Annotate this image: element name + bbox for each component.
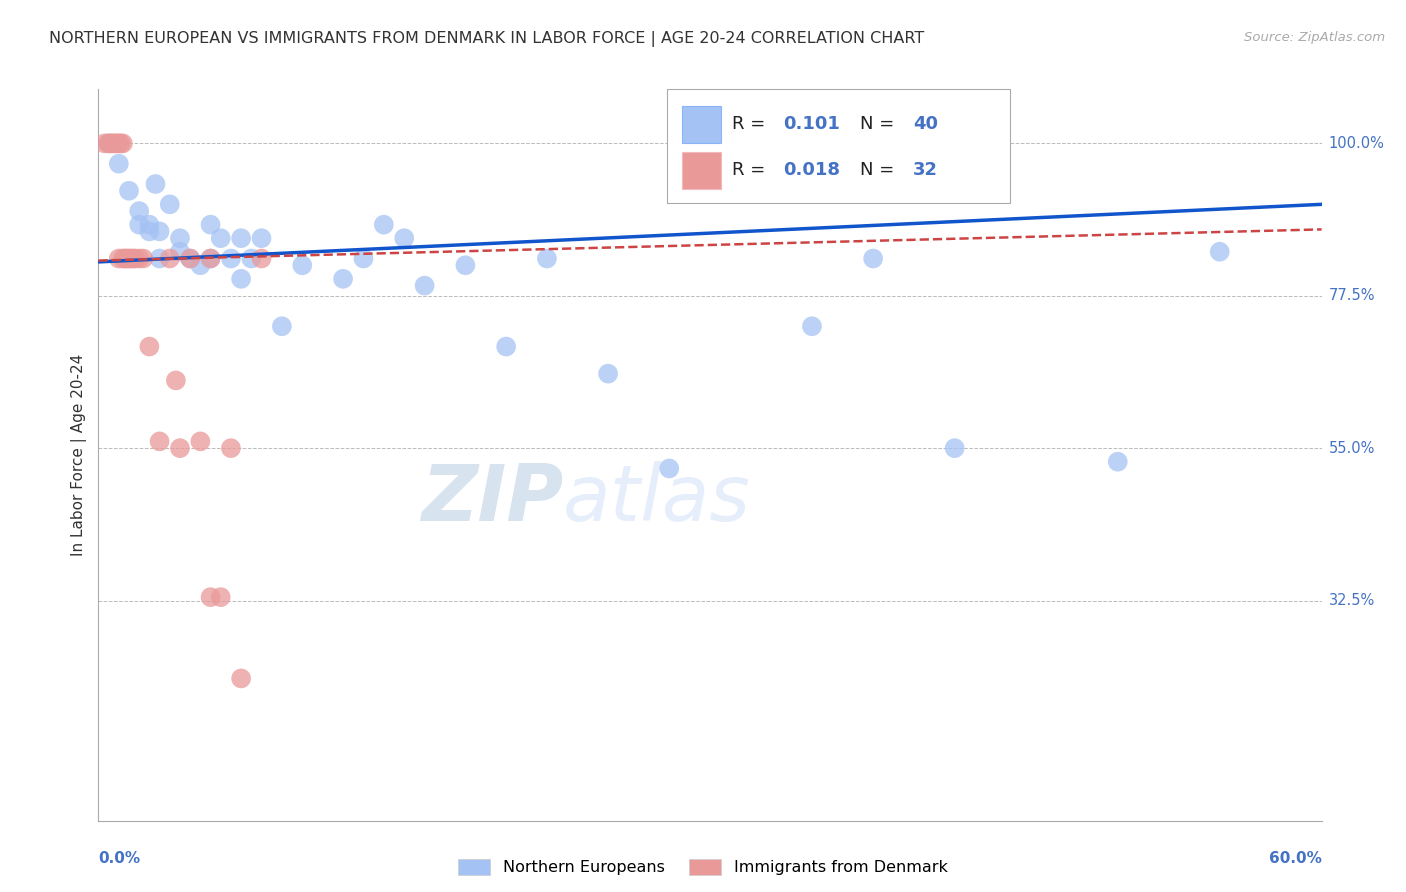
Point [658, 461, 681, 475]
Point [231, 231, 253, 245]
Text: 32.5%: 32.5% [1329, 593, 1375, 608]
Point [169, 244, 191, 259]
FancyBboxPatch shape [682, 106, 721, 143]
Point [231, 272, 253, 286]
Point [159, 197, 181, 211]
Point [159, 252, 181, 266]
Point [149, 434, 172, 449]
Point [200, 590, 222, 604]
Point [108, 157, 131, 171]
Point [124, 252, 146, 266]
Point [801, 319, 824, 334]
Point [188, 434, 212, 449]
Point [128, 218, 150, 232]
Point [1209, 244, 1232, 259]
Y-axis label: In Labor Force | Age 20-24: In Labor Force | Age 20-24 [72, 354, 87, 556]
Text: N =: N = [860, 115, 900, 133]
Point [97, 136, 120, 151]
Point [138, 340, 160, 354]
Point [200, 218, 222, 232]
Point [332, 272, 354, 286]
Point [169, 231, 191, 245]
Point [138, 218, 160, 232]
Text: 0.018: 0.018 [783, 161, 841, 179]
Point [1107, 455, 1129, 469]
Point [495, 340, 517, 354]
Point [118, 252, 141, 266]
Point [128, 252, 150, 266]
Text: 0.0%: 0.0% [98, 851, 141, 865]
Point [413, 278, 436, 293]
Text: 55.0%: 55.0% [1329, 441, 1375, 456]
Point [240, 252, 263, 266]
Point [219, 441, 242, 455]
Point [231, 672, 253, 686]
Point [200, 252, 222, 266]
Point [352, 252, 374, 266]
Text: R =: R = [733, 161, 770, 179]
Point [209, 231, 232, 245]
Point [110, 136, 132, 151]
Text: atlas: atlas [564, 461, 751, 537]
Point [100, 136, 122, 151]
Text: N =: N = [860, 161, 900, 179]
FancyBboxPatch shape [682, 153, 721, 189]
FancyBboxPatch shape [668, 89, 1010, 202]
Text: 32: 32 [912, 161, 938, 179]
Point [179, 252, 201, 266]
Point [250, 252, 273, 266]
Point [138, 224, 160, 238]
Point [179, 252, 201, 266]
Text: 77.5%: 77.5% [1329, 288, 1375, 303]
Point [108, 252, 131, 266]
Legend: Northern Europeans, Immigrants from Denmark: Northern Europeans, Immigrants from Denm… [458, 858, 948, 875]
Point [209, 590, 232, 604]
Point [862, 252, 884, 266]
Point [97, 136, 120, 151]
Point [392, 231, 416, 245]
Point [270, 319, 294, 334]
Point [291, 258, 314, 272]
Point [149, 224, 172, 238]
Point [111, 136, 134, 151]
Point [536, 252, 558, 266]
Point [200, 252, 222, 266]
Text: Source: ZipAtlas.com: Source: ZipAtlas.com [1244, 31, 1385, 45]
Point [101, 136, 124, 151]
Point [165, 373, 187, 387]
Point [132, 252, 155, 266]
Point [219, 252, 242, 266]
Point [373, 218, 395, 232]
Point [120, 252, 142, 266]
Text: 0.101: 0.101 [783, 115, 841, 133]
Text: ZIP: ZIP [420, 461, 564, 537]
Point [93, 136, 115, 151]
Text: 40: 40 [912, 115, 938, 133]
Text: R =: R = [733, 115, 770, 133]
Point [943, 441, 966, 455]
Point [104, 136, 127, 151]
Point [115, 252, 138, 266]
Point [145, 177, 167, 191]
Point [128, 204, 150, 219]
Point [111, 252, 134, 266]
Text: NORTHERN EUROPEAN VS IMMIGRANTS FROM DENMARK IN LABOR FORCE | AGE 20-24 CORRELAT: NORTHERN EUROPEAN VS IMMIGRANTS FROM DEN… [49, 31, 925, 47]
Text: 100.0%: 100.0% [1329, 136, 1385, 151]
Point [454, 258, 477, 272]
Point [108, 136, 131, 151]
Point [118, 184, 141, 198]
Point [250, 231, 273, 245]
Point [122, 252, 145, 266]
Point [598, 367, 620, 381]
Point [149, 252, 172, 266]
Point [169, 441, 191, 455]
Text: 60.0%: 60.0% [1268, 851, 1322, 865]
Point [105, 136, 128, 151]
Point [188, 258, 212, 272]
Point [114, 252, 136, 266]
